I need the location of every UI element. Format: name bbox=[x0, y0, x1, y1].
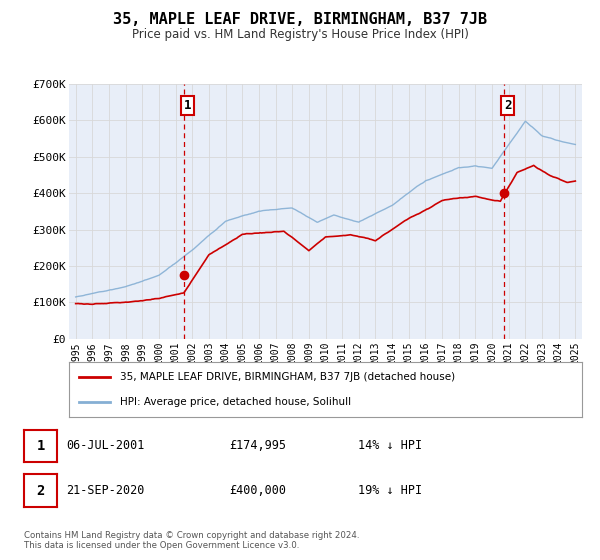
Text: 19% ↓ HPI: 19% ↓ HPI bbox=[358, 484, 422, 497]
Text: 1: 1 bbox=[184, 99, 191, 112]
Text: 06-JUL-2001: 06-JUL-2001 bbox=[66, 439, 144, 452]
Text: 35, MAPLE LEAF DRIVE, BIRMINGHAM, B37 7JB (detached house): 35, MAPLE LEAF DRIVE, BIRMINGHAM, B37 7J… bbox=[121, 372, 455, 382]
Text: 2: 2 bbox=[37, 484, 44, 498]
Text: £400,000: £400,000 bbox=[229, 484, 287, 497]
Text: Contains HM Land Registry data © Crown copyright and database right 2024.
This d: Contains HM Land Registry data © Crown c… bbox=[24, 531, 359, 550]
Text: Price paid vs. HM Land Registry's House Price Index (HPI): Price paid vs. HM Land Registry's House … bbox=[131, 28, 469, 41]
Text: 1: 1 bbox=[37, 439, 44, 452]
Text: HPI: Average price, detached house, Solihull: HPI: Average price, detached house, Soli… bbox=[121, 398, 352, 407]
Text: £174,995: £174,995 bbox=[229, 439, 287, 452]
Text: 2: 2 bbox=[504, 99, 511, 112]
Text: 14% ↓ HPI: 14% ↓ HPI bbox=[358, 439, 422, 452]
Text: 35, MAPLE LEAF DRIVE, BIRMINGHAM, B37 7JB: 35, MAPLE LEAF DRIVE, BIRMINGHAM, B37 7J… bbox=[113, 12, 487, 27]
Text: 21-SEP-2020: 21-SEP-2020 bbox=[66, 484, 144, 497]
